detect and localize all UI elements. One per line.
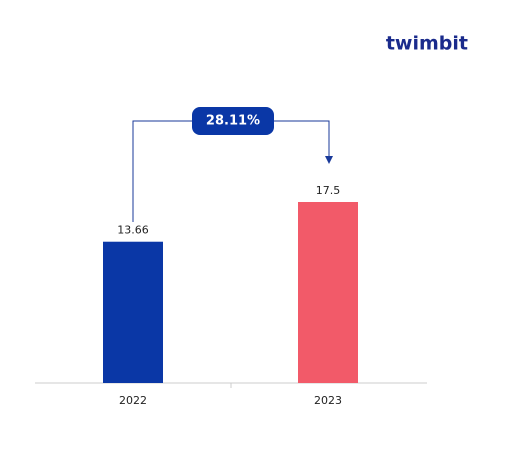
x-tick-label: 2022: [119, 394, 147, 407]
value-label: 17.5: [316, 184, 341, 197]
logo: twimbit: [386, 33, 468, 55]
connector: [132, 120, 330, 222]
growth-label: 28.11%: [206, 114, 260, 129]
x-tick-label: 2023: [314, 394, 342, 407]
growth-pill: [192, 107, 274, 135]
value-label: 13.66: [117, 224, 149, 237]
arrow-head: [325, 156, 333, 164]
bar: [103, 241, 163, 383]
bar: [298, 202, 358, 383]
